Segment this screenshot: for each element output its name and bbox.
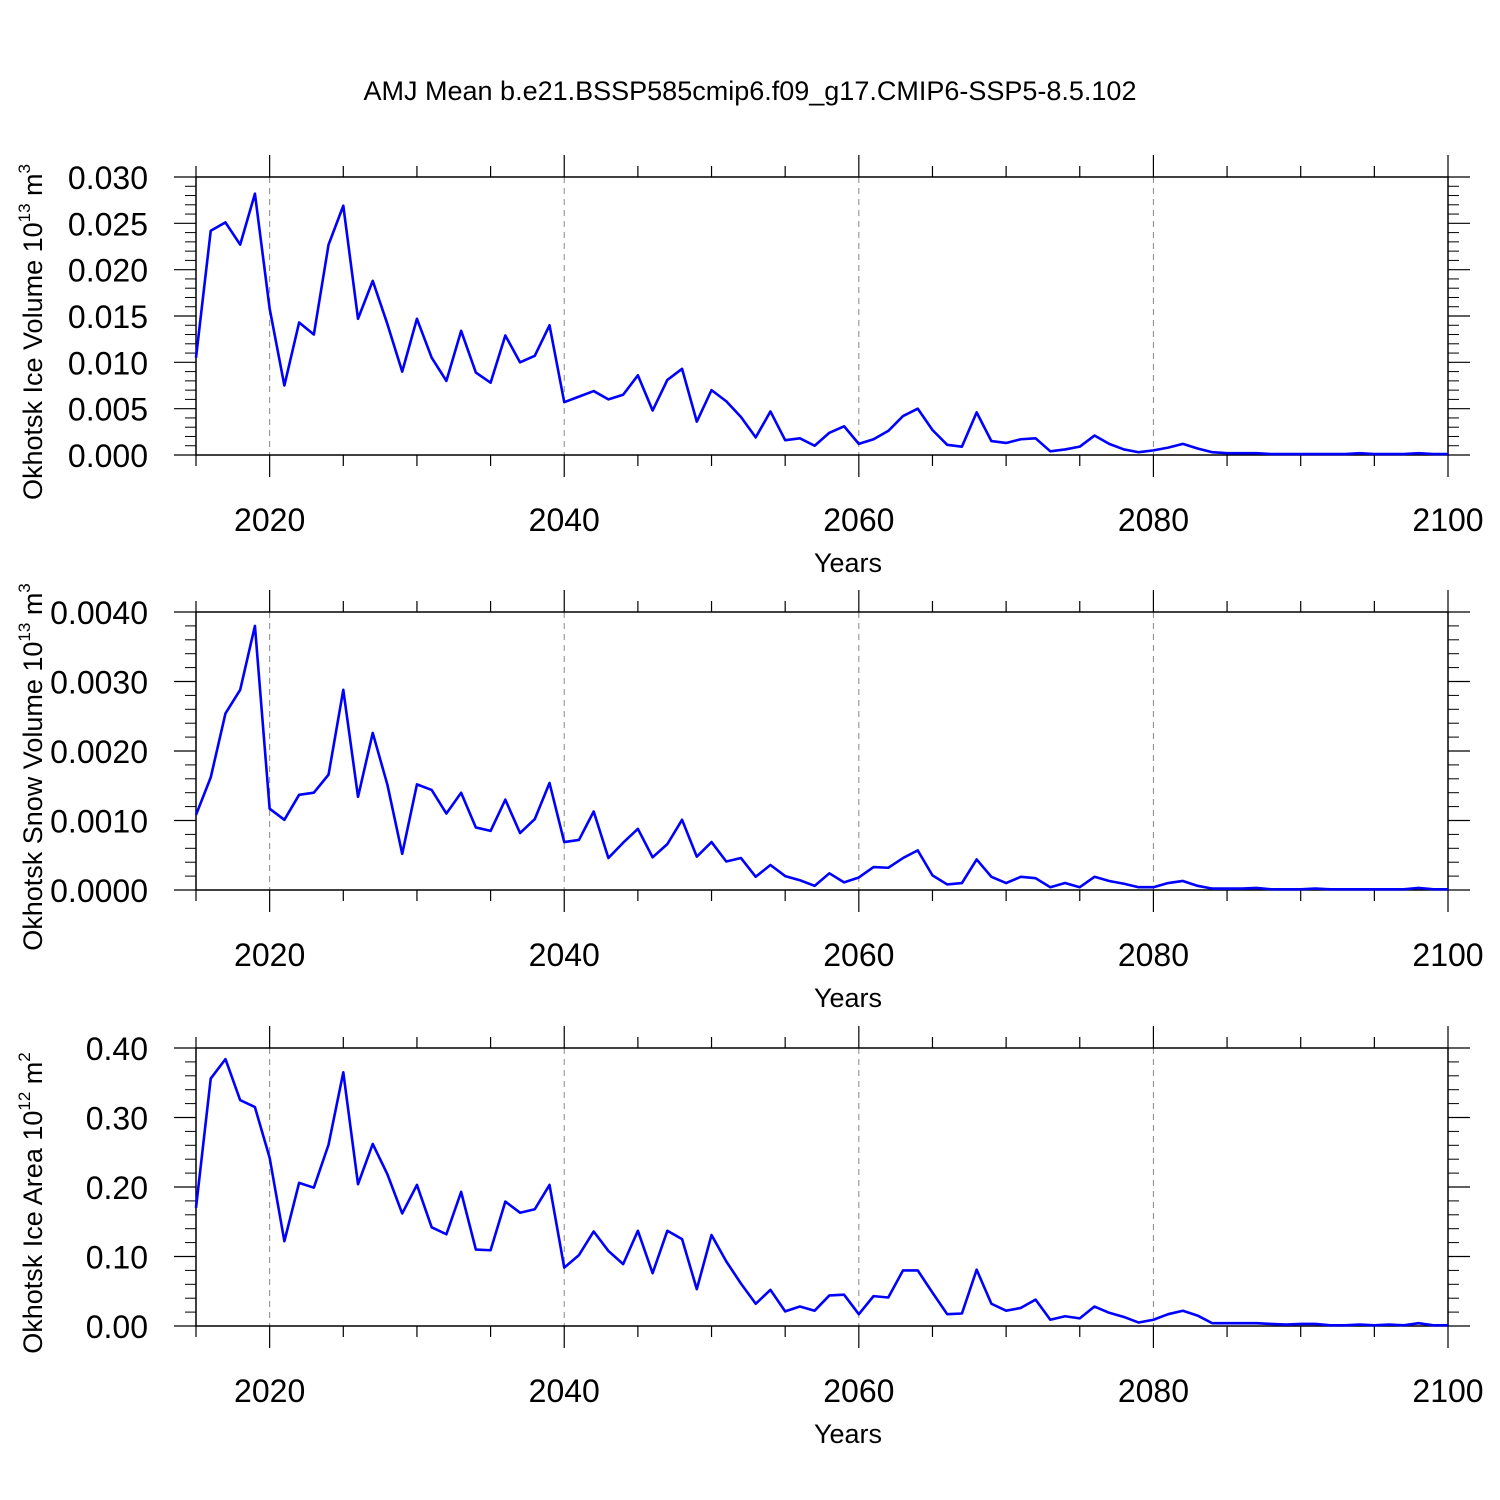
y-axis-title-unit: m bbox=[18, 593, 48, 623]
y-tick-label: 0.015 bbox=[68, 299, 148, 335]
x-tick-label: 2020 bbox=[234, 937, 305, 973]
y-tick-label: 0.010 bbox=[68, 345, 148, 381]
x-tick-label: 2080 bbox=[1118, 1373, 1189, 1409]
y-tick-label: 0.025 bbox=[68, 206, 148, 242]
x-tick-label: 2100 bbox=[1412, 937, 1483, 973]
y-tick-label: 0.10 bbox=[86, 1240, 148, 1276]
y-axis-title: Okhotsk Ice Area 1012 m2 bbox=[15, 1052, 48, 1354]
x-axis-title: Years bbox=[814, 1419, 882, 1449]
y-axis-title-unit-exponent: 3 bbox=[15, 164, 34, 173]
y-axis-title: Okhotsk Ice Volume 1013 m3 bbox=[15, 164, 48, 500]
y-tick-label: 0.0020 bbox=[50, 734, 148, 770]
y-axis-title-unit-exponent: 3 bbox=[15, 583, 34, 592]
x-tick-label: 2040 bbox=[529, 502, 600, 538]
y-tick-label: 0.20 bbox=[86, 1170, 148, 1206]
chart-panel-3: 2020 2040 2060 2080 2100 0.00 0.10 0.20 0.30 0.40… bbox=[15, 1026, 1484, 1449]
x-tick-label: 2060 bbox=[823, 937, 894, 973]
y-tick-label: 0.0010 bbox=[50, 804, 148, 840]
y-axis-title-text: Okhotsk Ice Volume 10 bbox=[18, 222, 48, 500]
y-axis-title-exponent: 13 bbox=[15, 623, 34, 642]
x-tick-label: 2020 bbox=[234, 502, 305, 538]
figure-title: AMJ Mean b.e21.BSSP585cmip6.f09_g17.CMIP… bbox=[364, 76, 1137, 106]
y-tick-label: 0.0040 bbox=[50, 595, 148, 631]
y-tick-label: 0.0030 bbox=[50, 665, 148, 701]
x-tick-label: 2020 bbox=[234, 1373, 305, 1409]
y-tick-label: 0.000 bbox=[68, 438, 148, 474]
x-tick-label: 2080 bbox=[1118, 502, 1189, 538]
x-tick-label: 2100 bbox=[1412, 502, 1483, 538]
y-axis-title-unit-exponent: 2 bbox=[15, 1052, 34, 1061]
y-tick-label: 0.40 bbox=[86, 1031, 148, 1067]
y-axis-title-unit: m bbox=[18, 1062, 48, 1092]
y-tick-label: 0.00 bbox=[86, 1309, 148, 1345]
x-axis-title: Years bbox=[814, 548, 882, 578]
y-tick-label: 0.0000 bbox=[50, 873, 148, 909]
series-line bbox=[194, 192, 1448, 456]
y-tick-label: 0.020 bbox=[68, 253, 148, 289]
y-axis-title-text: Okhotsk Ice Area 10 bbox=[18, 1111, 48, 1354]
plot-frame bbox=[195, 1047, 1449, 1327]
panels: 2020 2040 2060 2080 2100 0.000 0.005 0.010 0.015… bbox=[15, 155, 1484, 1449]
x-tick-label: 2080 bbox=[1118, 937, 1189, 973]
chart-panel-1: 2020 2040 2060 2080 2100 0.000 0.005 0.010 0.015… bbox=[15, 155, 1484, 578]
x-tick-label: 2040 bbox=[529, 1373, 600, 1409]
series-line bbox=[194, 624, 1448, 891]
y-tick-label: 0.005 bbox=[68, 392, 148, 428]
y-tick-label: 0.030 bbox=[68, 160, 148, 196]
plot-frame bbox=[195, 611, 1449, 891]
y-axis-title: Okhotsk Snow Volume 1013 m3 bbox=[15, 583, 48, 951]
y-axis-title-text: Okhotsk Snow Volume 10 bbox=[18, 642, 48, 951]
x-tick-label: 2060 bbox=[823, 502, 894, 538]
chart-panel-2: 2020 2040 2060 2080 2100 0.0000 0.0010 0.0020 0.… bbox=[15, 583, 1484, 1013]
x-tick-label: 2040 bbox=[529, 937, 600, 973]
x-tick-label: 2100 bbox=[1412, 1373, 1483, 1409]
y-axis-title-unit: m bbox=[18, 173, 48, 203]
x-tick-label: 2060 bbox=[823, 1373, 894, 1409]
y-tick-label: 0.30 bbox=[86, 1101, 148, 1137]
x-axis-title: Years bbox=[814, 983, 882, 1013]
y-axis-title-exponent: 13 bbox=[15, 203, 34, 222]
series-line bbox=[194, 1057, 1448, 1327]
y-axis-title-exponent: 12 bbox=[15, 1092, 34, 1111]
